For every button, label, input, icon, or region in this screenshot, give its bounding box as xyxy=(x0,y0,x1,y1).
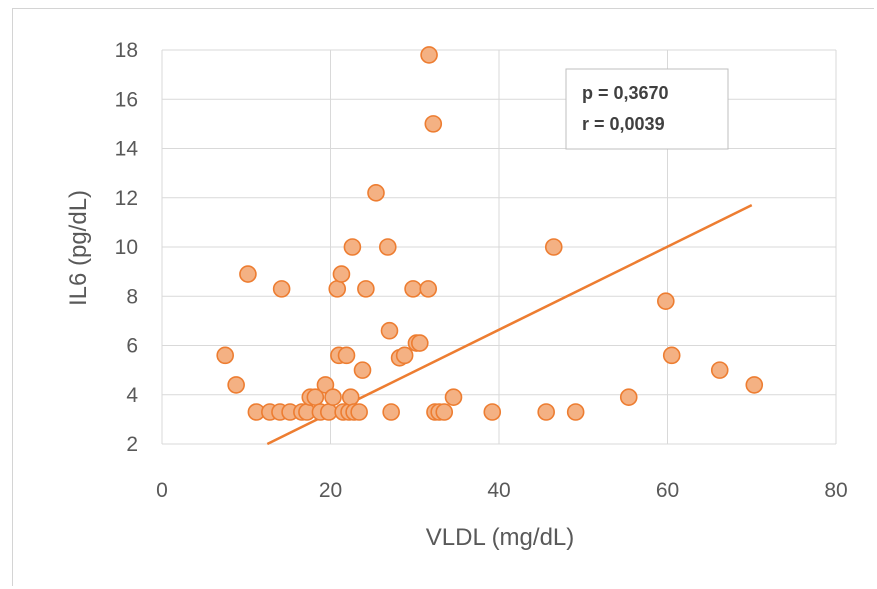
y-tick-label: 14 xyxy=(115,138,139,161)
x-tick-label: 60 xyxy=(656,479,679,502)
x-tick-labels: 0 20 40 60 80 xyxy=(156,479,848,502)
scatter-point xyxy=(404,280,422,298)
scatter-point xyxy=(419,280,438,298)
x-tick-label: 0 xyxy=(156,479,168,502)
y-tick-label: 12 xyxy=(115,187,138,210)
scatter-point xyxy=(395,346,414,365)
scatter-point xyxy=(745,376,764,394)
y-tick-label: 18 xyxy=(115,39,138,62)
scatter-point xyxy=(341,388,360,407)
y-tick-label: 8 xyxy=(126,285,138,308)
scatter-point xyxy=(424,115,443,133)
scatter-point xyxy=(537,403,555,421)
chart-frame xyxy=(12,8,874,586)
scatter-point xyxy=(619,388,638,407)
data-points xyxy=(216,46,764,421)
scatter-point xyxy=(350,403,368,421)
scatter-point xyxy=(411,334,429,352)
scatter-point xyxy=(662,346,681,365)
p-value-label: p = 0,3670 xyxy=(582,83,669,103)
scatter-point xyxy=(324,388,342,407)
scatter-point xyxy=(328,280,347,298)
scatter-point xyxy=(380,321,399,340)
y-tick-label: 10 xyxy=(115,236,138,259)
y-tick-labels: 2 4 6 8 10 12 14 16 18 xyxy=(115,39,139,456)
stats-box: p = 0,3670 r = 0,0039 xyxy=(565,68,729,150)
scatter-point xyxy=(566,403,585,421)
scatter-point xyxy=(444,388,463,407)
scatter-point xyxy=(382,403,400,421)
y-tick-label: 4 xyxy=(126,384,138,407)
scatter-point xyxy=(337,346,356,365)
scatter-point xyxy=(343,238,362,256)
scatter-point xyxy=(332,265,351,283)
x-axis-title: VLDL (mg/dL) xyxy=(426,524,575,551)
gridlines xyxy=(161,49,837,445)
y-tick-label: 6 xyxy=(126,335,138,358)
scatter-point xyxy=(367,184,385,202)
y-tick-label: 16 xyxy=(115,88,138,111)
x-tick-label: 40 xyxy=(487,479,510,502)
scatter-point xyxy=(544,238,563,256)
scatter-point xyxy=(710,361,729,379)
scatter-point xyxy=(483,403,502,421)
x-tick-label: 80 xyxy=(824,479,847,502)
scatter-point xyxy=(357,280,375,298)
scatter-point xyxy=(239,265,257,283)
y-axis-title: IL6 (pg/dL) xyxy=(65,190,92,306)
x-tick-label: 20 xyxy=(319,479,342,502)
scatter-point xyxy=(657,292,675,310)
scatter-point xyxy=(216,346,234,365)
scatter-point xyxy=(435,403,454,421)
scatter-point xyxy=(227,376,245,394)
scatter-point xyxy=(353,361,372,379)
y-tick-label: 2 xyxy=(126,433,138,456)
scatter-point xyxy=(272,280,291,298)
r-value-label: r = 0,0039 xyxy=(582,114,665,134)
scatter-point xyxy=(420,46,438,64)
scatter-point xyxy=(378,238,397,256)
